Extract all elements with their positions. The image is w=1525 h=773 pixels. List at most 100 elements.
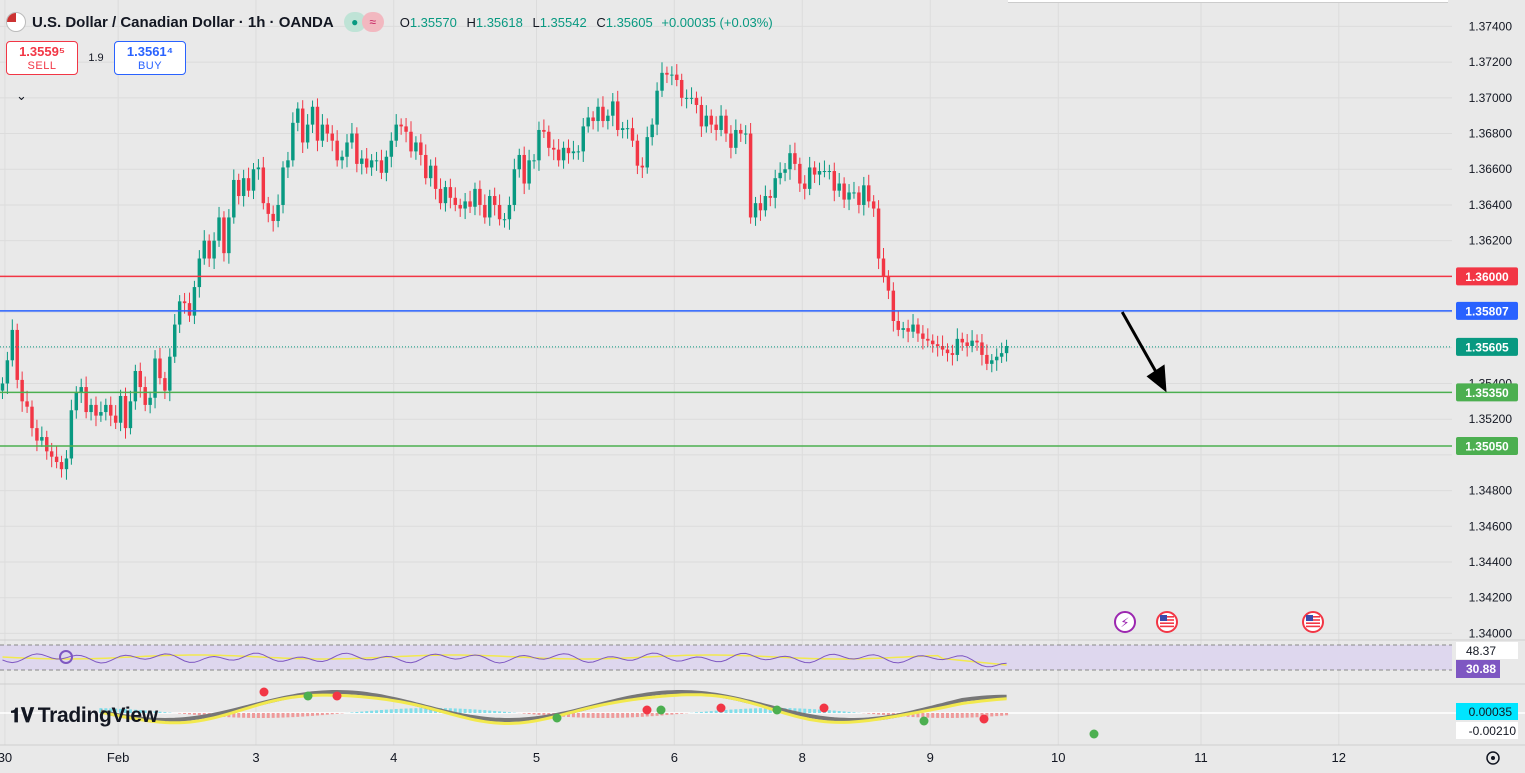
candle-body [871,201,876,209]
realtime-data-icon[interactable]: ≈ [361,12,384,32]
candle-body [581,126,585,152]
event-markers[interactable]: ⚡ [1114,611,1324,633]
settings-gear-icon [1486,751,1500,765]
macd-histogram-bar [965,713,969,718]
flag-stripe [1160,622,1174,624]
high-value: 1.35618 [475,14,523,30]
arrow-head [1146,364,1167,393]
macd-histogram-bar [296,713,300,717]
macd-histogram-bar [143,710,147,713]
candle-body [980,342,984,355]
candle-body [748,133,753,218]
macd-histogram-bar [650,713,654,717]
macd-histogram-bar [247,713,251,718]
candle-body [404,126,408,132]
level-price-label: 1.35605 [1465,340,1509,354]
rsi-pane: 48.37 30.88 [0,639,1525,678]
candle-body [507,204,512,220]
high-key: H [466,14,476,30]
open-key: O [399,14,410,30]
macd-histogram-bar [990,713,994,717]
symbol-title[interactable]: U.S. Dollar / Canadian Dollar · 1h · OAN… [32,13,334,31]
candle-body [394,124,398,141]
candle-body [542,129,546,132]
lightning-event-icon[interactable]: ⚡ [1114,611,1136,633]
candle-body [876,208,881,259]
candle-body [655,90,659,125]
candle-body [645,137,649,168]
macd-histogram-bar [325,713,329,715]
macd-cross-marker [656,705,666,715]
price-tick-label: 1.35200 [1469,412,1513,426]
macd-histogram-bar [729,709,733,713]
candle-body [906,328,910,332]
macd-histogram-bar [694,712,698,713]
candle-body [286,160,290,168]
macd-histogram-bar [936,713,940,718]
macd-histogram-bar [350,712,354,713]
candle-body [684,97,689,99]
candle-body [552,147,556,150]
candle-body [753,203,758,218]
macd-cross-marker [919,716,929,726]
buy-button[interactable]: 1.3561⁴ BUY [114,41,186,75]
us-flag-event-icon[interactable] [1156,611,1178,633]
chevron-down-icon[interactable]: ⌄ [16,88,27,103]
macd-histogram-bar [758,708,762,713]
candle-body [512,169,517,205]
macd-histogram-bar [571,713,575,718]
macd-histogram-bar [606,713,610,718]
macd-histogram-bar [399,708,403,713]
level-price-tag [1456,436,1518,455]
candle-body [192,287,197,316]
candle-body [212,240,216,259]
time-axis[interactable]: 30 Feb 3 4 5 6 8 9 10 11 12 [0,744,1525,773]
candle-body [478,188,482,205]
candle-body [94,404,98,416]
candle-body [950,353,955,355]
candle-body [246,178,251,191]
candle-body [675,74,679,80]
candle-body [89,404,93,413]
candle-body [409,131,413,152]
settings-gear-icon-center [1491,756,1495,760]
price-axis[interactable]: 1.37400 1.37200 1.37000 1.36800 1.36600 1.364… [1452,0,1525,745]
market-open-icon[interactable]: ● [343,12,366,32]
candle-body [300,108,305,143]
candle-body [364,158,369,168]
candle-body [325,124,330,134]
macd-histogram-bar [379,709,383,713]
candle-body [45,437,49,452]
macd-histogram-bar [202,713,206,716]
candle-body [788,153,792,170]
macd-histogram-bar [429,708,433,713]
candle-body [168,356,172,391]
macd-histogram-bar [586,713,590,718]
macd-histogram-bar [827,710,831,713]
macd-histogram-bar [803,708,807,713]
flag-canton [1306,615,1313,621]
macd-histogram-bar [281,713,285,718]
candle-body [64,458,69,470]
flag-stripe [1306,622,1320,624]
candle-body [630,128,635,141]
candle-body [335,140,339,161]
macd-histogram-bar [320,713,324,716]
horizontal-levels [0,275,1452,447]
us-flag-event-icon[interactable] [1302,611,1324,633]
ohlc-readout: O1.35570 H1.35618 L1.35542 C1.35605 +0.0… [394,15,773,30]
macd-histogram-bar [680,713,684,714]
candle-body [611,101,615,116]
sell-button[interactable]: 1.3559⁵ SELL [6,41,78,75]
time-tick-label: 4 [390,750,397,765]
macd-histogram-bar [163,712,167,713]
candle-body [158,358,162,379]
candle-body [517,154,521,170]
candle-body [837,183,841,191]
macd-histogram-bar [941,713,945,718]
macd-histogram-bar [419,708,423,713]
macd-histogram-bar [389,709,393,713]
candle-body [59,462,64,470]
candle-body [271,213,275,222]
